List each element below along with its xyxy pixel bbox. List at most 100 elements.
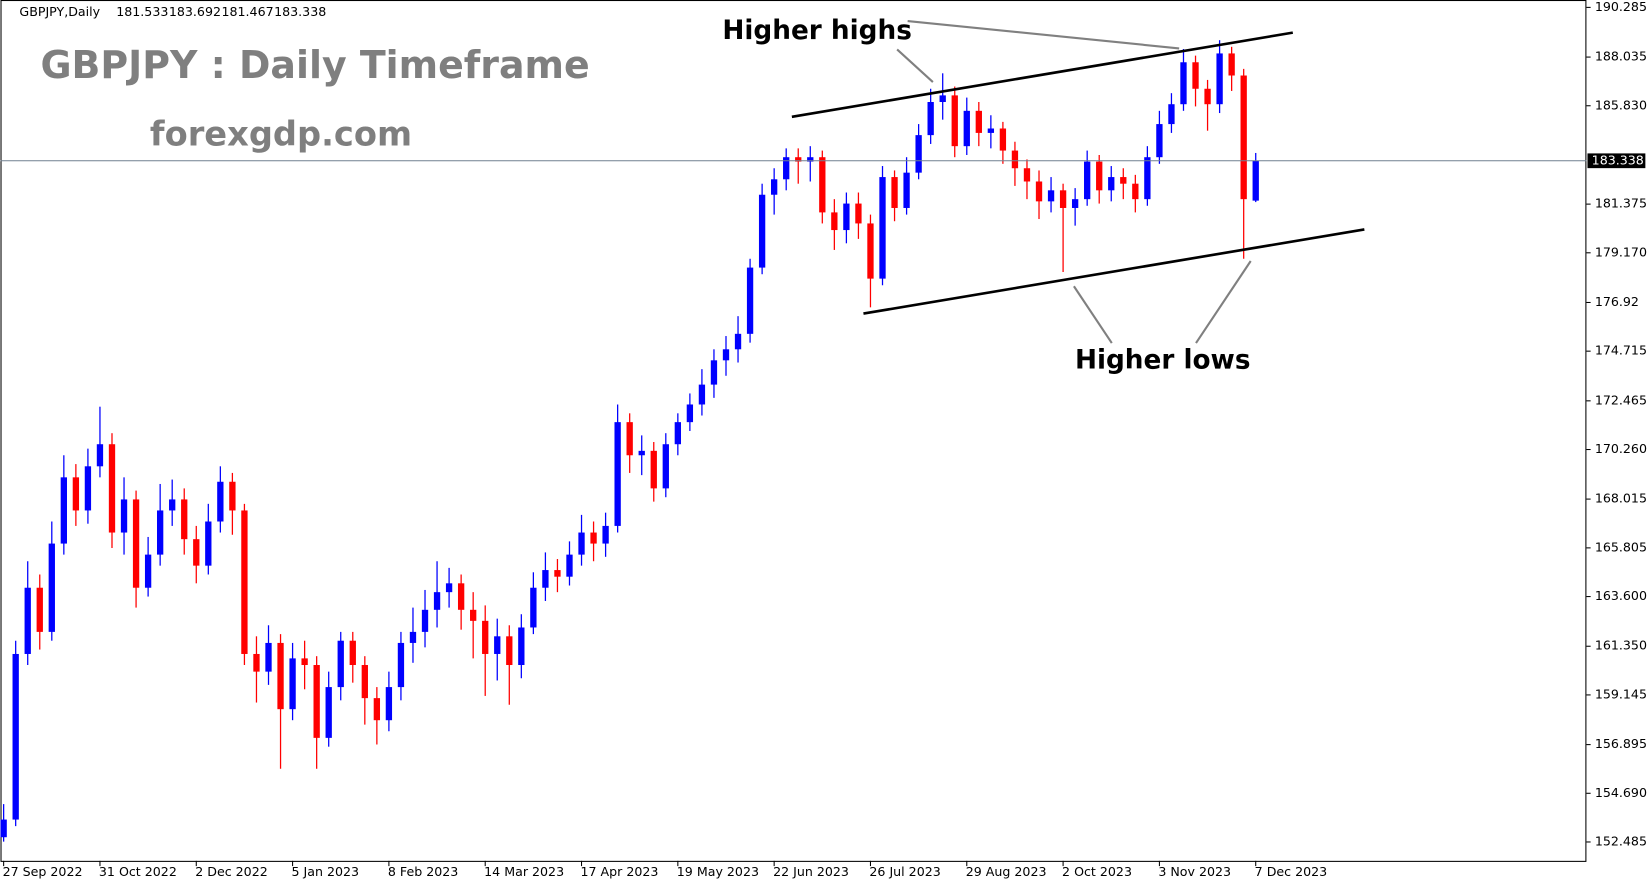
candle-body xyxy=(783,157,790,180)
x-tick-label: 5 Jan 2023 xyxy=(292,864,360,879)
y-tick-label: 190.285 xyxy=(1595,0,1647,14)
candle-body xyxy=(710,360,718,385)
y-tick-label: 159.145 xyxy=(1595,686,1647,701)
info-value: 181.533 xyxy=(116,4,168,19)
candle-body xyxy=(445,583,453,593)
candle-body xyxy=(433,592,441,610)
candle-body xyxy=(373,698,381,721)
candle-body xyxy=(361,665,368,699)
candle-body xyxy=(181,499,188,540)
symbol-label: GBPJPY,Daily xyxy=(19,4,100,19)
x-tick-label: 3 Nov 2023 xyxy=(1158,864,1231,879)
candle-body xyxy=(734,333,742,350)
candle-body xyxy=(951,95,958,147)
candle-body xyxy=(674,422,681,445)
candle-body xyxy=(542,570,549,588)
candle-body xyxy=(1204,88,1211,105)
candle-body xyxy=(1011,150,1019,169)
candle-body xyxy=(12,653,19,820)
candle-body xyxy=(686,404,694,423)
candle-body xyxy=(746,267,754,334)
candle-body xyxy=(1192,62,1199,89)
candle-body xyxy=(132,499,140,588)
candle-body xyxy=(205,521,212,566)
candle-body xyxy=(626,422,633,456)
pointer-line xyxy=(896,48,934,83)
candle-body xyxy=(903,172,910,208)
x-tick-label: 7 Dec 2023 xyxy=(1255,864,1328,879)
candle-body xyxy=(578,532,585,555)
candle-body xyxy=(193,539,200,566)
candle-body xyxy=(1096,161,1103,191)
y-tick-label: 161.350 xyxy=(1595,638,1647,653)
info-value: 183.338 xyxy=(274,4,326,19)
candle-body xyxy=(638,450,645,456)
plot-frame xyxy=(0,0,1587,862)
candle-body xyxy=(554,570,561,577)
annotation: Higher lows xyxy=(1075,345,1251,375)
candle-body xyxy=(156,510,164,555)
annotation: Higher highs xyxy=(722,16,911,46)
candle-body xyxy=(217,481,224,522)
candle-body xyxy=(494,636,501,654)
x-tick-label: 8 Feb 2023 xyxy=(388,864,458,879)
candle-body xyxy=(939,95,946,103)
candle-body xyxy=(1228,53,1235,76)
candle-body xyxy=(301,658,308,666)
candle-body xyxy=(349,640,356,666)
candle-body xyxy=(831,212,838,231)
candle-body xyxy=(662,444,669,489)
candle-body xyxy=(1252,160,1259,201)
y-tick-label: 176.92 xyxy=(1595,294,1639,309)
candle-body xyxy=(72,477,80,511)
last-price-box xyxy=(1587,153,1646,169)
candle-body xyxy=(1084,161,1091,200)
y-tick-label: 165.805 xyxy=(1595,539,1647,554)
candle-body xyxy=(506,636,513,666)
candle-body xyxy=(96,444,104,467)
candle-body xyxy=(120,499,128,533)
candle-body xyxy=(36,587,43,632)
candle-body xyxy=(24,587,31,654)
candle-body xyxy=(337,640,344,688)
x-tick-label: 17 Apr 2023 xyxy=(580,864,658,879)
last-price-label: 183.338 xyxy=(1592,152,1644,167)
candle-body xyxy=(915,135,922,173)
candle-body xyxy=(385,687,393,721)
chart-subtitle: forexgdp.com xyxy=(150,114,412,153)
candle-body xyxy=(843,203,850,231)
candle-body xyxy=(770,179,778,195)
y-tick-label: 154.690 xyxy=(1595,785,1647,800)
candle-body xyxy=(241,510,248,654)
y-tick-label: 174.715 xyxy=(1595,343,1647,358)
candle-body xyxy=(1216,53,1223,105)
y-tick-label: 185.830 xyxy=(1595,97,1647,112)
candle-body xyxy=(698,384,706,405)
candle-body xyxy=(1240,75,1247,200)
y-tick-label: 168.015 xyxy=(1595,491,1647,506)
candle-body xyxy=(470,609,477,621)
candle-body xyxy=(48,543,55,632)
info-value: 181.467 xyxy=(221,4,273,19)
candle-body xyxy=(987,128,995,133)
candle-body xyxy=(60,477,67,544)
candle-body xyxy=(566,554,573,577)
y-tick-label: 179.170 xyxy=(1595,244,1647,259)
candle-body xyxy=(867,223,874,279)
candle-body xyxy=(1047,190,1055,202)
candle-body xyxy=(530,587,537,628)
x-tick-label: 26 Jul 2023 xyxy=(869,864,940,879)
pointer-line xyxy=(907,20,1180,50)
x-tick-label: 29 Aug 2023 xyxy=(966,864,1047,879)
pointer-line xyxy=(1073,285,1113,344)
candle-body xyxy=(963,110,970,147)
x-tick-label: 27 Sep 2022 xyxy=(3,864,83,879)
candle-body xyxy=(482,620,489,654)
candle-body xyxy=(975,110,982,133)
candle-body xyxy=(1180,62,1187,105)
candle-body xyxy=(819,157,826,213)
y-tick-label: 172.465 xyxy=(1595,392,1647,407)
candle-body xyxy=(1132,183,1139,200)
y-tick-label: 163.600 xyxy=(1595,588,1647,603)
candle-body xyxy=(999,128,1007,151)
